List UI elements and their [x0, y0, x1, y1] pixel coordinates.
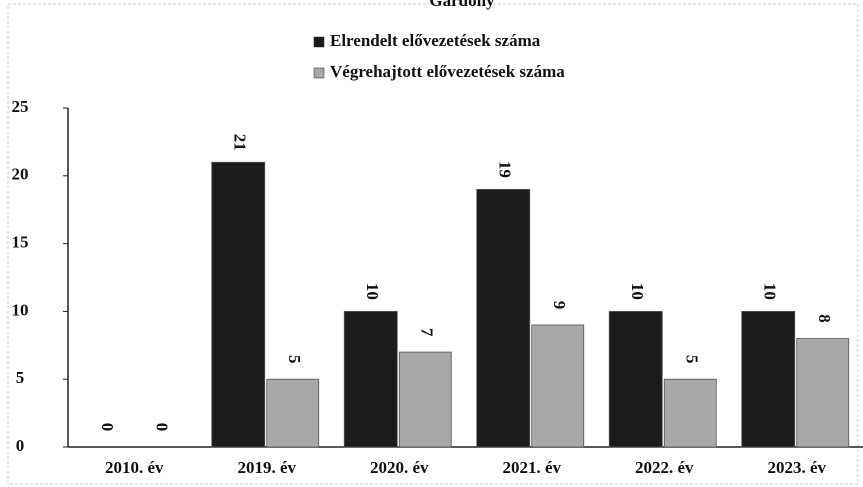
x-tick-label: 2020. év	[370, 458, 429, 477]
y-tick-label: 20	[12, 165, 29, 184]
y-tick-label: 0	[16, 436, 25, 455]
bar	[663, 378, 717, 448]
y-tick-label: 10	[12, 300, 29, 319]
bar	[398, 351, 452, 448]
bar	[211, 161, 266, 448]
bar	[266, 378, 320, 448]
value-label: 19	[495, 161, 514, 178]
x-tick-label: 2021. év	[502, 458, 561, 477]
y-tick-label: 25	[12, 97, 29, 116]
legend-swatch	[313, 67, 325, 79]
y-tick-label: 5	[16, 368, 25, 387]
bar	[796, 338, 850, 448]
bar	[476, 188, 531, 448]
value-label: 0	[98, 423, 117, 432]
x-tick-label: 2022. év	[635, 458, 694, 477]
legend-label: Elrendelt elővezetések száma	[330, 31, 541, 50]
value-label: 5	[682, 355, 701, 364]
value-label: 5	[285, 355, 304, 364]
value-label: 0	[152, 423, 171, 432]
value-label: 8	[815, 314, 834, 323]
bar	[741, 310, 796, 448]
bar	[531, 324, 585, 448]
x-tick-label: 2010. év	[105, 458, 164, 477]
value-label: 10	[628, 283, 647, 300]
x-tick-label: 2023. év	[767, 458, 826, 477]
legend-label: Végrehajtott elővezetések száma	[330, 62, 565, 81]
value-label: 10	[363, 283, 382, 300]
x-tick-label: 2019. év	[237, 458, 296, 477]
value-label: 9	[550, 301, 569, 310]
chart-title: Gardony	[429, 0, 495, 10]
frame	[7, 3, 859, 485]
value-label: 10	[760, 283, 779, 300]
bar	[608, 310, 663, 448]
y-tick-label: 15	[12, 233, 29, 252]
value-label: 21	[230, 134, 249, 151]
bar	[343, 310, 398, 448]
legend-swatch	[313, 36, 325, 48]
value-label: 7	[417, 328, 436, 337]
